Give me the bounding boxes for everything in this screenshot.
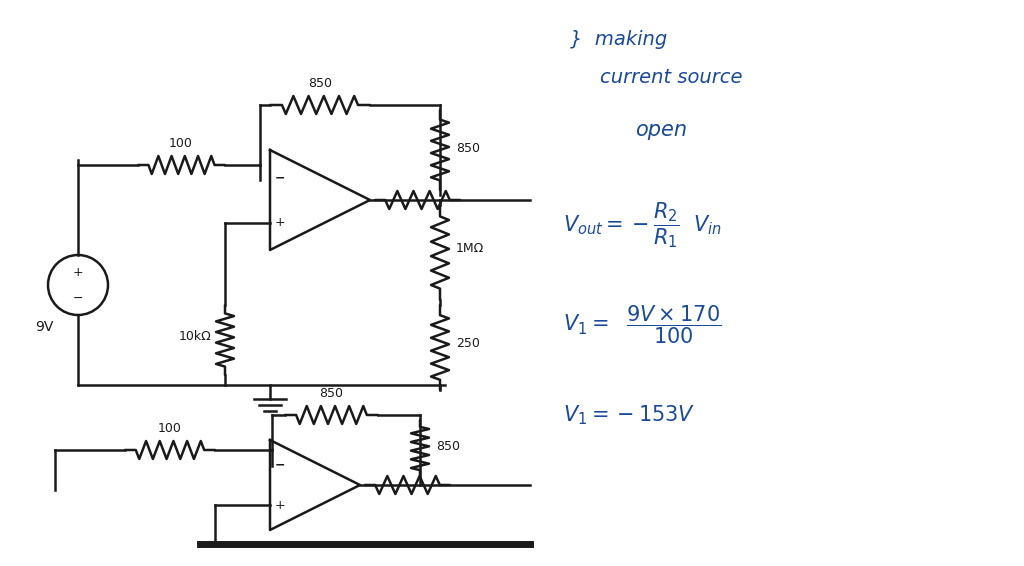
Text: $V_1 = \ \ \dfrac{9V \times 170}{100}$: $V_1 = \ \ \dfrac{9V \times 170}{100}$ xyxy=(563,304,721,346)
Text: −: − xyxy=(274,458,286,471)
Text: 850: 850 xyxy=(319,387,343,400)
Text: +: + xyxy=(274,499,286,512)
Text: 100: 100 xyxy=(158,422,182,435)
Text: }  making: } making xyxy=(570,30,668,49)
Text: −: − xyxy=(274,171,286,184)
Text: 850: 850 xyxy=(308,77,332,90)
Text: −: − xyxy=(73,291,83,305)
Text: $V_1 = -153V$: $V_1 = -153V$ xyxy=(563,403,695,427)
Text: 850: 850 xyxy=(456,142,480,155)
Text: +: + xyxy=(73,265,83,278)
Text: $V_{out} = -\dfrac{R_2}{R_1}\ \ V_{in}$: $V_{out} = -\dfrac{R_2}{R_1}\ \ V_{in}$ xyxy=(563,200,722,250)
Text: 850: 850 xyxy=(436,440,460,453)
Text: 100: 100 xyxy=(169,137,193,150)
Text: 250: 250 xyxy=(456,337,480,350)
Text: current source: current source xyxy=(600,68,742,87)
Text: +: + xyxy=(274,216,286,229)
Text: 10kΩ: 10kΩ xyxy=(178,330,211,343)
Text: open: open xyxy=(635,120,687,140)
Text: 9V: 9V xyxy=(35,320,53,334)
Text: 1MΩ: 1MΩ xyxy=(456,242,484,255)
